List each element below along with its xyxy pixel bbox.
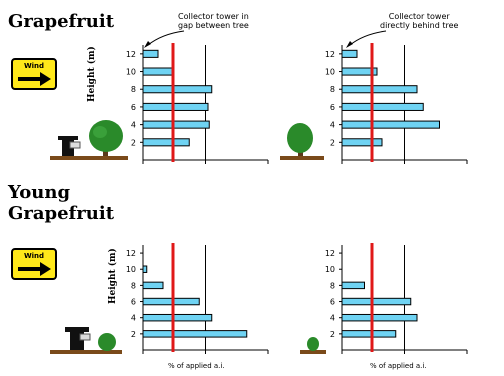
ground bbox=[300, 350, 326, 354]
ground bbox=[50, 350, 122, 354]
collector-tower-icon bbox=[58, 136, 81, 156]
bar bbox=[341, 67, 378, 76]
section-title-young-line1: Young bbox=[8, 182, 71, 203]
section-title-grapefruit: Grapefruit bbox=[8, 11, 115, 32]
y-tick-label: 2 bbox=[330, 330, 335, 339]
y-tick-label: 4 bbox=[330, 314, 335, 323]
wind-label: Wind bbox=[23, 252, 45, 260]
annotation-arrow-right bbox=[346, 30, 387, 48]
collector-tower-icon bbox=[65, 327, 91, 350]
ground bbox=[50, 156, 128, 160]
y-tick-label: 4 bbox=[131, 121, 136, 130]
bar bbox=[341, 281, 365, 290]
y-tick-label: 6 bbox=[330, 103, 335, 112]
y-tick-label: 10 bbox=[126, 265, 136, 274]
tree-icon bbox=[98, 333, 116, 351]
bar bbox=[142, 85, 213, 94]
annotation-right-line2: directly behind tree bbox=[380, 21, 459, 30]
tree-icon bbox=[89, 120, 123, 156]
bar bbox=[142, 265, 148, 273]
arrow-right-icon bbox=[18, 72, 51, 86]
bar bbox=[142, 297, 200, 306]
y-tick-label: 8 bbox=[330, 85, 335, 94]
bar bbox=[142, 313, 213, 322]
bar bbox=[142, 49, 159, 58]
bar bbox=[341, 102, 424, 111]
wind-sign-young: Wind bbox=[11, 248, 57, 280]
wind-sign-grapefruit: Wind bbox=[11, 58, 57, 90]
y-tick-label: 2 bbox=[330, 138, 335, 147]
annotation-right-line1: Collector tower bbox=[388, 12, 450, 21]
y-tick-label: 8 bbox=[131, 281, 136, 290]
annotation-left-line1: Collector tower in bbox=[178, 12, 249, 21]
y-tick-label: 12 bbox=[325, 50, 335, 59]
annotation-arrow-left bbox=[144, 30, 185, 48]
bar bbox=[341, 313, 418, 322]
bar bbox=[142, 330, 248, 338]
y-tick-label: 12 bbox=[126, 50, 136, 59]
bar bbox=[142, 67, 174, 76]
annotation-right: Collector tower directly behind tree bbox=[380, 12, 458, 30]
bar bbox=[341, 49, 358, 58]
tree-icon bbox=[287, 123, 313, 156]
bar bbox=[142, 138, 190, 147]
bar bbox=[341, 330, 397, 338]
ground bbox=[280, 156, 324, 160]
bar bbox=[341, 120, 440, 129]
y-tick-label: 2 bbox=[131, 330, 136, 339]
y-tick-label: 10 bbox=[325, 68, 335, 77]
y-tick-label: 10 bbox=[126, 68, 136, 77]
grapefruit-scene-left bbox=[50, 120, 128, 160]
bar bbox=[142, 120, 210, 129]
wind-label: Wind bbox=[23, 62, 45, 70]
arrow-right-icon bbox=[18, 262, 51, 276]
x-axis-label: % of applied a.i. bbox=[370, 362, 427, 370]
y-tick-label: 8 bbox=[131, 85, 136, 94]
y-tick-label: 12 bbox=[126, 249, 136, 258]
y-tick-label: 2 bbox=[131, 138, 136, 147]
annotation-left-line2: gap between tree bbox=[178, 21, 249, 30]
y-tick-label: 6 bbox=[330, 298, 335, 307]
section-title-young-line2: Grapefruit bbox=[8, 203, 115, 224]
x-axis-label: % of applied a.i. bbox=[168, 362, 225, 370]
young-scene-right bbox=[300, 337, 326, 354]
tree-icon bbox=[307, 337, 319, 351]
y-tick-label: 12 bbox=[325, 249, 335, 258]
young-scene-left bbox=[50, 327, 122, 354]
y-tick-label: 4 bbox=[330, 121, 335, 130]
grapefruit-scene-right bbox=[280, 123, 324, 160]
y-tick-label: 10 bbox=[325, 265, 335, 274]
bar bbox=[341, 85, 418, 94]
annotation-left: Collector tower in gap between tree bbox=[178, 12, 249, 30]
y-tick-label: 8 bbox=[330, 281, 335, 290]
bar bbox=[142, 102, 209, 111]
y-tick-label: 6 bbox=[131, 298, 136, 307]
bar bbox=[142, 281, 164, 290]
y-tick-label: 6 bbox=[131, 103, 136, 112]
bar bbox=[341, 138, 383, 147]
y-tick-label: 4 bbox=[131, 314, 136, 323]
bar bbox=[341, 297, 412, 306]
